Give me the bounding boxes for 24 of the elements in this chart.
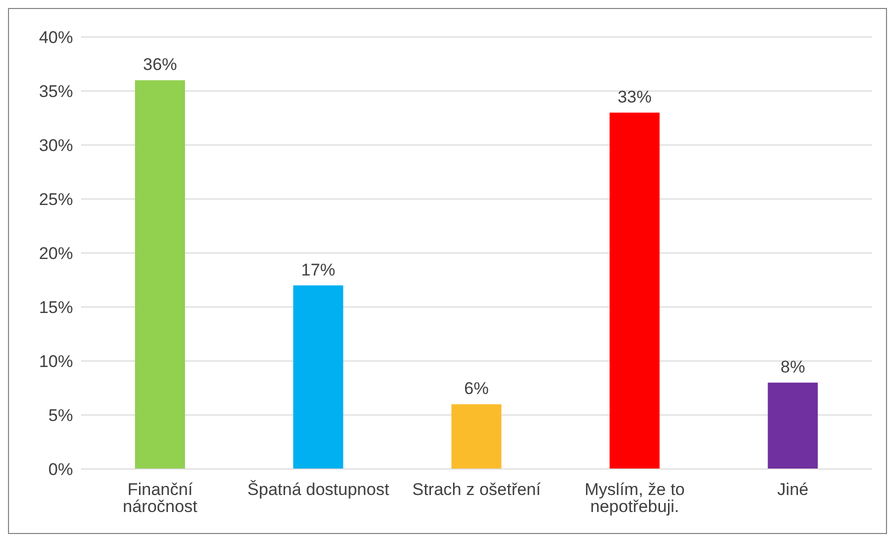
- y-tick-label: 15%: [38, 298, 73, 318]
- x-tick-label: Myslím, že to nepotřebuji.: [584, 480, 685, 516]
- bar: [293, 285, 344, 469]
- x-tick-label: Špatná dostupnost: [247, 480, 390, 500]
- y-tick-label: 35%: [38, 82, 73, 102]
- bar: [768, 382, 818, 469]
- data-label: 8%: [780, 358, 806, 377]
- y-tick-label: 30%: [38, 136, 73, 156]
- data-label: 6%: [464, 379, 489, 398]
- bar: [610, 112, 660, 469]
- y-tick-label: 20%: [38, 244, 73, 264]
- y-tick-label: 10%: [38, 352, 73, 372]
- y-tick-label: 25%: [38, 190, 73, 210]
- x-tick-label: Jiné: [777, 480, 808, 500]
- bar: [135, 80, 185, 469]
- bar: [451, 404, 502, 469]
- data-label: 36%: [142, 55, 178, 74]
- y-tick-label: 0%: [48, 460, 73, 480]
- data-label: 17%: [301, 260, 336, 280]
- x-tick-label: Finanční náročnost: [122, 480, 198, 516]
- data-label: 33%: [618, 88, 652, 107]
- x-tick-label: Strach z ošetření: [412, 480, 542, 500]
- y-tick-label: 5%: [48, 406, 73, 426]
- y-tick-label: 40%: [38, 28, 73, 48]
